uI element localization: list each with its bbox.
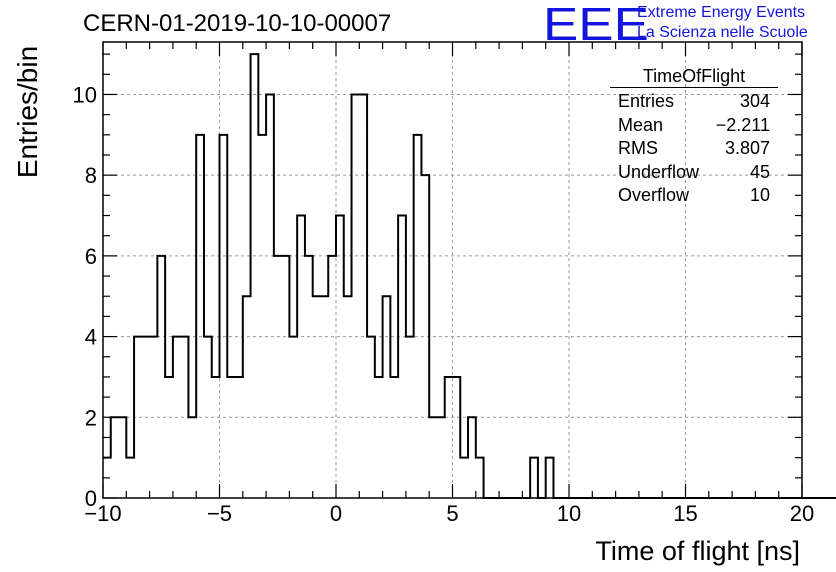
x-tick-label: 15 bbox=[673, 501, 697, 526]
brand-line-1: Extreme Energy Events bbox=[637, 4, 806, 21]
stats-value: 304 bbox=[739, 91, 770, 111]
stats-label: Mean bbox=[618, 114, 664, 135]
x-tick-label: 20 bbox=[790, 501, 814, 526]
axis-ticks bbox=[102, 42, 803, 499]
stats-row-entries: Entries 304 bbox=[610, 90, 778, 114]
y-tick-label: 4 bbox=[85, 325, 97, 350]
stats-label: Underflow bbox=[618, 161, 700, 182]
eee-logo: EEE bbox=[543, 0, 649, 50]
x-tick-label: −5 bbox=[207, 501, 232, 526]
y-axis-label: Entries/bin bbox=[12, 45, 43, 179]
tick-labels: −10 −5 0 5 10 15 20 0 2 4 6 8 10 bbox=[73, 82, 815, 526]
y-tick-label: 10 bbox=[73, 82, 97, 107]
stats-label: Entries bbox=[618, 91, 675, 111]
x-tick-label: 0 bbox=[330, 501, 342, 526]
stats-box: TimeOfFlight Entries 304 Mean −2.211 RMS… bbox=[610, 66, 778, 208]
y-tick-label: 6 bbox=[85, 244, 97, 269]
stats-row-mean: Mean −2.211 bbox=[610, 114, 778, 138]
stats-value: 45 bbox=[749, 161, 770, 182]
x-tick-label: 10 bbox=[557, 501, 581, 526]
stats-value: −2.211 bbox=[715, 114, 770, 135]
x-axis-label: Time of flight [ns] bbox=[595, 536, 800, 566]
x-tick-label: −10 bbox=[84, 501, 121, 526]
x-tick-label: 5 bbox=[446, 501, 458, 526]
y-tick-label: 2 bbox=[85, 405, 97, 430]
stats-row-rms: RMS 3.807 bbox=[610, 137, 778, 161]
y-tick-label: 8 bbox=[85, 163, 97, 188]
y-tick-label: 0 bbox=[85, 486, 97, 511]
page-title: CERN-01-2019-10-10-00007 bbox=[83, 10, 392, 37]
stats-title: TimeOfFlight bbox=[610, 66, 778, 88]
stats-value: 3.807 bbox=[724, 138, 770, 158]
stats-label: RMS bbox=[618, 138, 658, 158]
brand-line-2: La Scienza nelle Scuole bbox=[637, 24, 808, 41]
stats-label: Overflow bbox=[618, 185, 690, 205]
stats-value: 10 bbox=[749, 185, 770, 205]
stats-row-overflow: Overflow 10 bbox=[610, 184, 778, 208]
stats-row-underflow: Underflow 45 bbox=[610, 161, 778, 185]
